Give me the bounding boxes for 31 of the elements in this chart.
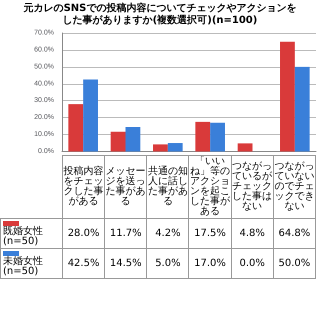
bar xyxy=(110,132,126,152)
data-label: 0.0% xyxy=(231,248,274,278)
bar xyxy=(210,122,225,152)
x-tick-label: つながっているがチェックした事はない xyxy=(231,156,274,218)
x-tick-label: メッセージを送った事がある xyxy=(104,156,147,218)
bar xyxy=(83,80,98,152)
bar xyxy=(126,126,140,152)
x-tick-label: つながっていないのでチェックできない xyxy=(273,156,316,218)
data-label: 17.0% xyxy=(188,248,232,278)
bar xyxy=(68,104,84,152)
chart-title: 元カレのSNSでの投稿内容についてチェックやアクションをした事がありますか(複数選択可)(n=100) xyxy=(22,1,298,27)
data-label: 14.5% xyxy=(104,248,147,278)
x-tick-label: 共通の知人に話した事がある xyxy=(146,156,189,218)
data-label: 4.2% xyxy=(146,218,189,248)
x-tick-label: 投稿内容をチェックした事がある xyxy=(62,156,105,218)
data-label: 42.5% xyxy=(62,248,105,278)
data-label: 5.0% xyxy=(146,248,189,278)
bar xyxy=(195,122,210,152)
data-label: 4.8% xyxy=(231,218,274,248)
data-label: 17.5% xyxy=(188,218,232,248)
bar xyxy=(280,42,295,152)
bar xyxy=(238,143,252,152)
bar xyxy=(294,66,310,152)
legend-label: 既婚女性(n=50) xyxy=(0,218,62,248)
data-label: 11.7% xyxy=(104,218,147,248)
bar xyxy=(153,144,168,152)
bar xyxy=(168,143,183,152)
data-label: 28.0% xyxy=(62,218,105,248)
legend-label: 未婚女性(n=50) xyxy=(0,248,62,278)
data-label: 64.8% xyxy=(273,218,316,248)
data-label: 50.0% xyxy=(273,248,316,278)
